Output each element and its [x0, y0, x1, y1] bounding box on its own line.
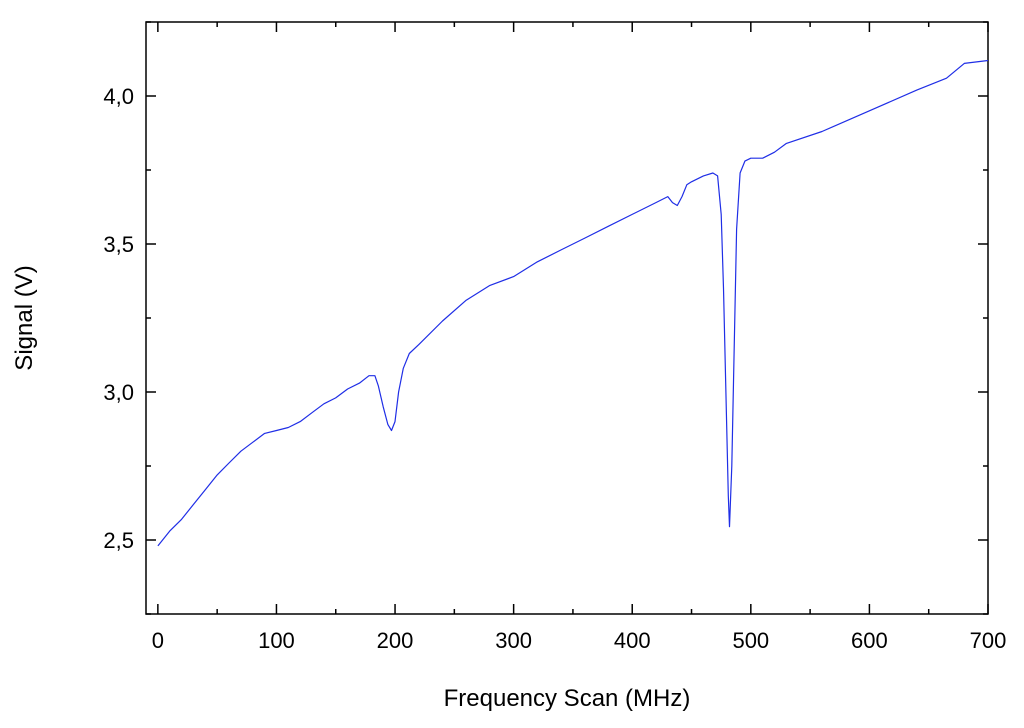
x-axis-title: Frequency Scan (MHz)	[444, 685, 691, 712]
tick-labels: 0 100 200 300 400 500 600 700 2,5 3,0 3,5 4,0	[103, 84, 1006, 653]
y-tick-label: 4,0	[103, 84, 134, 109]
x-tick-label: 200	[377, 628, 414, 653]
x-tick-label: 500	[732, 628, 769, 653]
ticks	[146, 21, 989, 615]
y-tick-label: 3,0	[103, 380, 134, 405]
x-tick-label: 100	[258, 628, 295, 653]
x-tick-label: 700	[970, 628, 1007, 653]
x-tick-label: 600	[851, 628, 888, 653]
axes	[145, 21, 989, 615]
x-tick-label: 300	[495, 628, 532, 653]
x-tick-label: 0	[152, 628, 164, 653]
series-line	[157, 59, 989, 547]
y-axis-title: Signal (V)	[11, 265, 38, 370]
plot-frame	[145, 21, 989, 615]
y-tick-label: 3,5	[103, 232, 134, 257]
x-tick-label: 400	[614, 628, 651, 653]
series	[157, 59, 989, 547]
y-tick-label: 2,5	[103, 528, 134, 553]
